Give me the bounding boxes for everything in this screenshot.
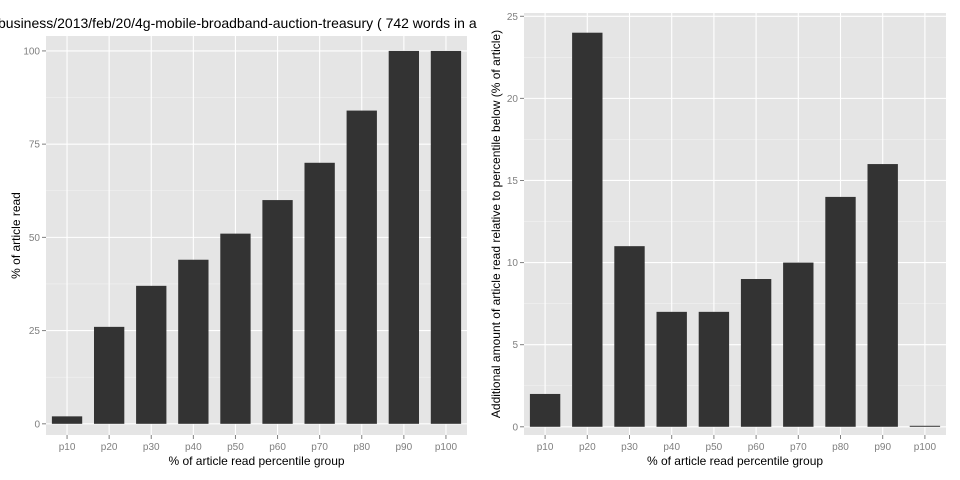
right-bar-p60 <box>740 279 772 427</box>
chart-right: 0 5 10 15 20 25 p10 p20 p30 p40 p50 p60 p70 p80 p90 p10… <box>489 12 946 468</box>
left-bar-p40 <box>178 259 209 424</box>
right-x-tick-label: p100 <box>914 442 937 453</box>
right-y-tick-label: 15 <box>507 176 519 187</box>
left-bar-p100 <box>430 50 462 424</box>
left-bar-p60 <box>262 200 293 424</box>
left-x-tick-label: p40 <box>185 442 202 453</box>
right-x-tick-label: p40 <box>663 442 680 453</box>
right-y-axis-title: Additional amount of article read relati… <box>489 30 503 418</box>
right-y-tick-label: 0 <box>512 422 518 433</box>
right-bar-p70 <box>783 262 814 427</box>
right-x-tick-label: p70 <box>790 442 807 453</box>
right-x-tick-label: p50 <box>706 442 723 453</box>
plot-title: business/2013/feb/20/4g-mobile-broadband… <box>0 15 477 31</box>
left-bar-p10 <box>51 416 83 424</box>
left-x-tick-label: p30 <box>143 442 160 453</box>
left-y-tick-label: 50 <box>29 233 41 244</box>
right-bar-p50 <box>698 311 730 427</box>
right-x-tick-label: p80 <box>832 442 849 453</box>
right-x-tick-label: p90 <box>874 442 891 453</box>
right-bar-p90 <box>867 164 898 427</box>
right-x-tick-label: p60 <box>748 442 765 453</box>
right-x-tick-label: p20 <box>579 442 596 453</box>
right-bar-p40 <box>656 311 687 427</box>
left-x-tick-label: p90 <box>396 442 413 453</box>
right-x-axis-title: % of article read percentile group <box>647 454 823 468</box>
left-x-tick-label: p80 <box>353 442 370 453</box>
left-y-tick-label: 25 <box>29 326 41 337</box>
right-bar-p80 <box>825 196 856 427</box>
left-x-tick-label: p70 <box>311 442 328 453</box>
right-y-tick-label: 10 <box>507 258 519 269</box>
left-x-tick-label: p60 <box>269 442 286 453</box>
left-y-tick-label: 75 <box>29 140 41 151</box>
right-bar-p100 <box>909 425 941 427</box>
left-x-tick-label: p20 <box>101 442 118 453</box>
left-x-axis-title: % of article read percentile group <box>168 454 344 468</box>
left-y-axis-title: % of article read <box>9 192 23 279</box>
right-y-tick-label: 5 <box>512 340 518 351</box>
right-bar-p20 <box>572 32 603 427</box>
left-y-tick-label: 100 <box>23 46 40 57</box>
right-y-tick-label: 25 <box>507 12 519 23</box>
right-bar-p10 <box>529 393 561 427</box>
left-x-tick-label: p100 <box>435 442 458 453</box>
right-x-tick-label: p10 <box>537 442 554 453</box>
left-bar-p50 <box>220 233 251 424</box>
left-bar-p80 <box>346 110 377 424</box>
left-x-tick-label: p50 <box>227 442 244 453</box>
left-x-tick-label: p10 <box>59 442 76 453</box>
left-bar-p70 <box>304 162 335 424</box>
right-bar-p30 <box>614 246 645 427</box>
left-bar-p30 <box>136 285 167 424</box>
right-x-tick-label: p30 <box>621 442 638 453</box>
left-bar-p90 <box>388 50 420 424</box>
left-bar-p20 <box>93 326 125 424</box>
left-y-tick-label: 0 <box>34 419 40 430</box>
right-y-tick-label: 20 <box>507 94 519 105</box>
chart-left: 0 25 50 75 100 p10 p20 p30 p40 p50 p60 p70 p80 p90 p10… <box>9 36 467 468</box>
